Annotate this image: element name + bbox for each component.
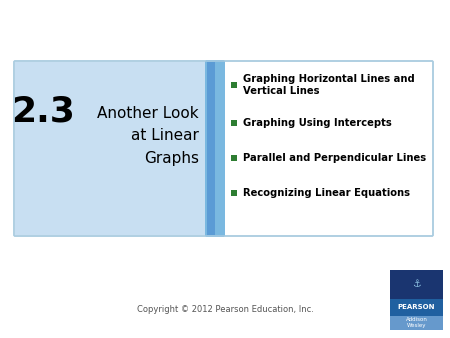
FancyBboxPatch shape (14, 61, 433, 236)
Bar (231, 120, 237, 126)
Text: Graphing Using Intercepts: Graphing Using Intercepts (243, 118, 392, 128)
Text: ⚓: ⚓ (412, 280, 421, 289)
Text: 2.3: 2.3 (11, 95, 75, 129)
Bar (390, 299, 443, 316)
Bar (390, 270, 443, 299)
Bar (390, 316, 443, 330)
Text: Recognizing Linear Equations: Recognizing Linear Equations (243, 188, 410, 198)
Text: Graphing Horizontal Lines and
Vertical Lines: Graphing Horizontal Lines and Vertical L… (243, 74, 415, 96)
Bar (231, 155, 237, 161)
FancyBboxPatch shape (205, 60, 225, 237)
Bar (15, 62, 207, 235)
Text: Addison
Wesley: Addison Wesley (405, 317, 427, 328)
Text: Copyright © 2012 Pearson Education, Inc.: Copyright © 2012 Pearson Education, Inc. (136, 306, 314, 314)
Text: Graphs: Graphs (144, 150, 199, 166)
Text: Another Look: Another Look (97, 106, 199, 121)
Bar (231, 190, 237, 196)
Bar (231, 82, 237, 88)
Text: at Linear: at Linear (131, 128, 199, 144)
Bar (223, 62, 432, 235)
Bar (207, 62, 215, 235)
Text: PEARSON: PEARSON (398, 304, 435, 310)
Text: Parallel and Perpendicular Lines: Parallel and Perpendicular Lines (243, 153, 426, 163)
